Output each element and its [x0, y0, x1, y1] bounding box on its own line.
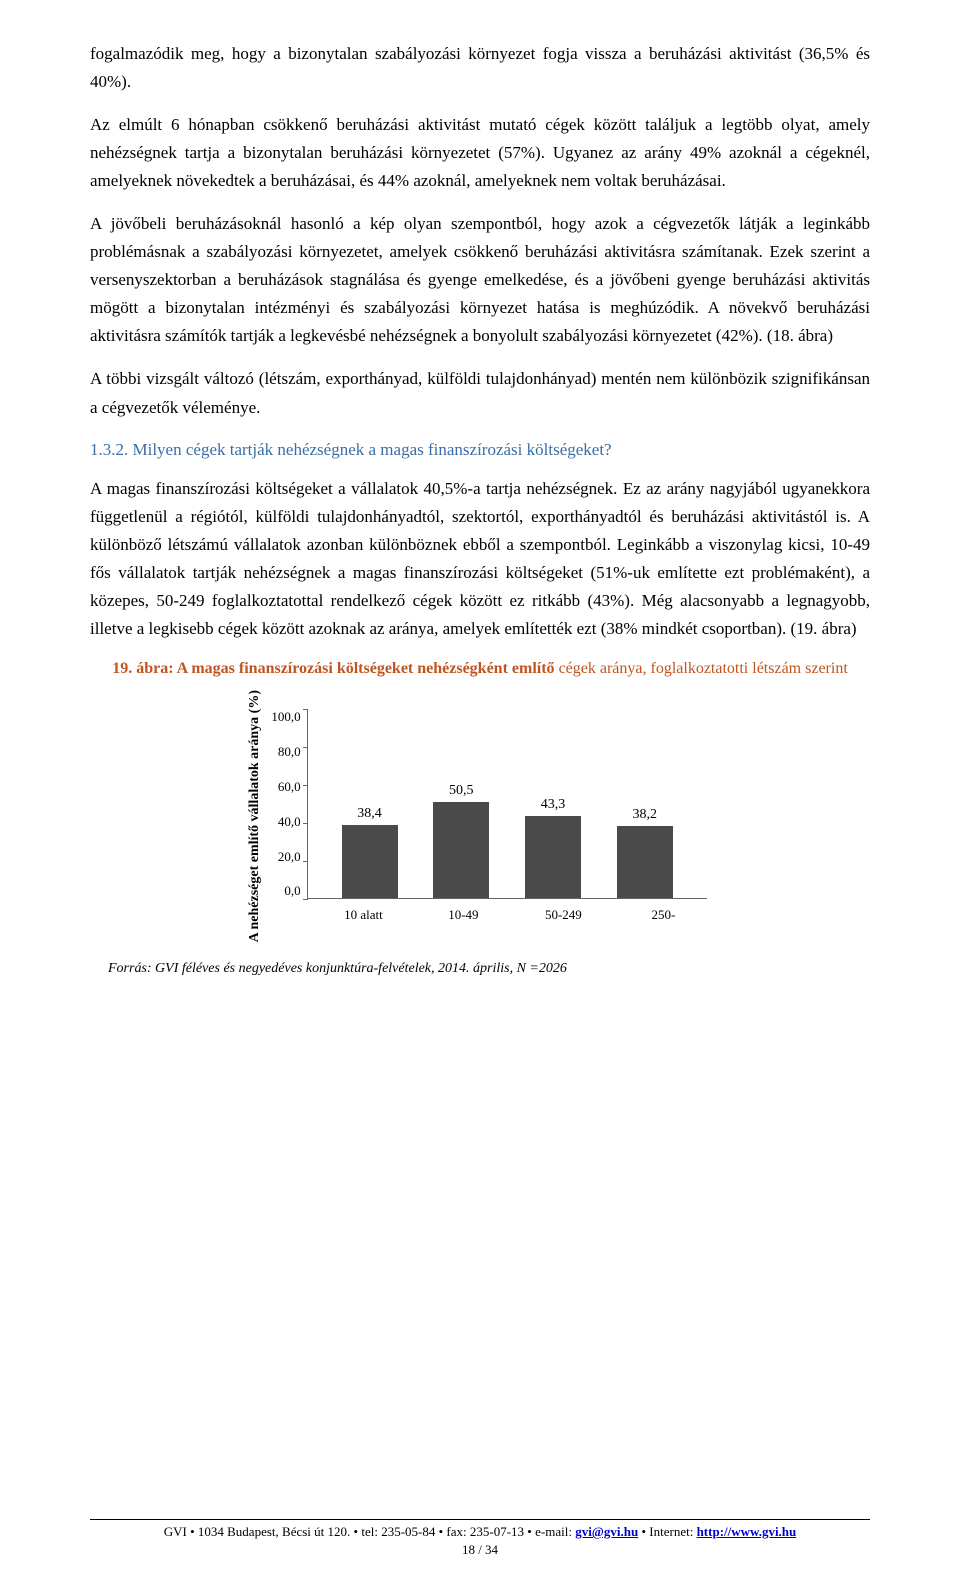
y-tick-mark [303, 823, 308, 824]
paragraph-2: Az elmúlt 6 hónapban csökkenő beruházási… [90, 111, 870, 195]
bar [433, 802, 489, 898]
x-axis-labels: 10 alatt 10-49 50-249 250- [271, 907, 713, 923]
footer-bullet: • [190, 1524, 198, 1539]
y-tick-mark [303, 785, 308, 786]
chart-title: 19. ábra: A magas finanszírozási költség… [90, 658, 870, 680]
y-tick: 100,0 [271, 709, 300, 725]
bar-value-label: 43,3 [541, 797, 566, 813]
bar-value-label: 50,5 [449, 783, 474, 799]
paragraph-4: A többi vizsgált változó (létszám, expor… [90, 365, 870, 421]
paragraph-3: A jövőbeli beruházásoknál hasonló a kép … [90, 210, 870, 350]
footer-address: 1034 Budapest, Bécsi út 120. [198, 1524, 354, 1539]
footer-bullet: • [527, 1524, 535, 1539]
footer-email-link[interactable]: gvi@gvi.hu [575, 1524, 638, 1539]
section-heading-132: 1.3.2. Milyen cégek tartják nehézségnek … [90, 440, 870, 460]
y-tick: 0,0 [284, 883, 300, 899]
y-axis-ticks: 100,0 80,0 60,0 40,0 20,0 0,0 [271, 709, 306, 899]
chart-title-rest: cégek aránya, foglalkoztatotti létszám s… [555, 660, 848, 677]
footer-fax: fax: 235-07-13 [446, 1524, 527, 1539]
y-tick-mark [303, 709, 308, 710]
x-tick-label: 10-49 [431, 907, 495, 923]
bar [342, 825, 398, 898]
y-tick-mark [303, 861, 308, 862]
bar [617, 826, 673, 899]
y-axis-label: A nehézséget említő vállalatok aránya (%… [247, 690, 264, 942]
y-tick: 40,0 [278, 814, 301, 830]
page-footer: GVI • 1034 Budapest, Bécsi út 120. • tel… [90, 1519, 870, 1558]
footer-tel: tel: 235-05-84 [361, 1524, 438, 1539]
bar-group: 38,4 [338, 806, 402, 898]
x-tick-label: 50-249 [531, 907, 595, 923]
bar-chart: A nehézséget említő vállalatok aránya (%… [220, 690, 740, 942]
bar-value-label: 38,2 [633, 807, 658, 823]
chart-area: 100,0 80,0 60,0 40,0 20,0 0,0 38,4 50,5 43… [271, 709, 713, 923]
page-number: 18 / 34 [90, 1542, 870, 1558]
footer-bullet: • [638, 1524, 649, 1539]
y-tick: 80,0 [278, 744, 301, 760]
bar-group: 50,5 [429, 783, 493, 898]
plot-area: 38,4 50,5 43,3 38,2 [307, 709, 707, 899]
footer-org: GVI [164, 1524, 190, 1539]
paragraph-1: fogalmazódik meg, hogy a bizonytalan sza… [90, 40, 870, 96]
footer-url-link[interactable]: http://www.gvi.hu [697, 1524, 797, 1539]
chart-source: Forrás: GVI féléves és negyedéves konjun… [108, 961, 870, 977]
y-tick: 20,0 [278, 849, 301, 865]
bar [525, 816, 581, 898]
bar-group: 43,3 [521, 797, 585, 898]
footer-line: GVI • 1034 Budapest, Bécsi út 120. • tel… [90, 1524, 870, 1540]
x-tick-label: 250- [631, 907, 695, 923]
x-tick-label: 10 alatt [331, 907, 395, 923]
footer-email-label: e-mail: [535, 1524, 575, 1539]
footer-internet-label: Internet: [649, 1524, 696, 1539]
y-tick: 60,0 [278, 779, 301, 795]
y-tick-mark [303, 747, 308, 748]
bar-group: 38,2 [613, 807, 677, 899]
y-tick-mark [303, 899, 308, 900]
chart-title-bold: 19. ábra: A magas finanszírozási költség… [112, 660, 554, 677]
paragraph-5: A magas finanszírozási költségeket a vál… [90, 475, 870, 643]
bar-value-label: 38,4 [357, 806, 382, 822]
